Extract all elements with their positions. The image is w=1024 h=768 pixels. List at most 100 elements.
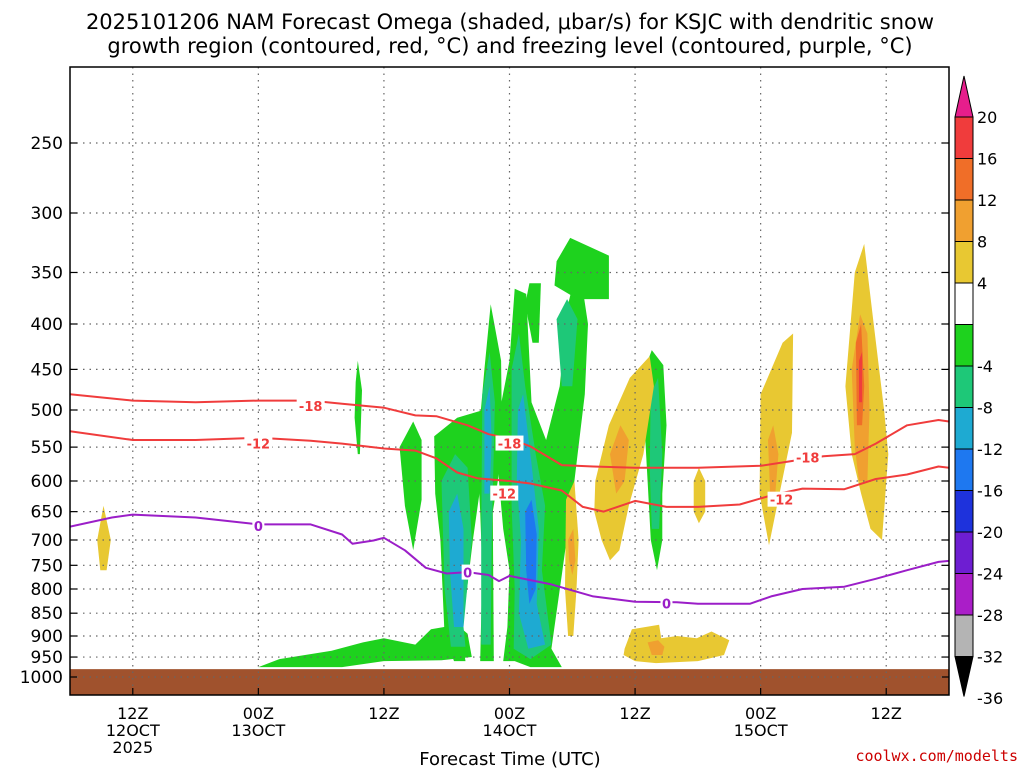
chart-title-line1: 2025101206 NAM Forecast Omega (shaded, μ…: [86, 10, 934, 34]
y-tick-label-650: 650: [31, 503, 63, 523]
y-tick-label-700: 700: [31, 531, 63, 551]
y-tick-label-600: 600: [31, 472, 63, 492]
colorbar-label-10: -24: [977, 565, 1003, 584]
y-tick-label-500: 500: [31, 401, 63, 421]
colorbar-top-arrow: [954, 75, 974, 118]
colorbar-label-12: -32: [977, 648, 1003, 667]
omega-region-17: [525, 499, 537, 604]
contour-label-bg-8: [660, 595, 673, 611]
contour-label-bg-5: [767, 491, 796, 507]
colorbar-label-9: -20: [977, 523, 1003, 542]
y-axis: 250 300 350 400 450 500 550 600 650 700 750 800 850 9…: [20, 134, 949, 688]
colorbar-bin-8: [954, 448, 974, 491]
x-tick-label-36-0: 12Z: [368, 704, 399, 723]
x-tick-label-12-1: 12OCT: [106, 721, 160, 740]
x-tick-label-60-0: 12Z: [619, 704, 650, 723]
omega-region-22: [759, 333, 794, 546]
contour-label-4: -18: [796, 452, 820, 467]
x-tick-label-24-1: 13OCT: [231, 721, 285, 740]
contour-label-bg-4: [793, 449, 822, 465]
omega-region-1: [354, 360, 362, 455]
y-tick-label-950: 950: [31, 648, 63, 668]
colorbar-bin-2: [954, 199, 974, 242]
omega-region-29: [647, 640, 665, 655]
y-tick-label-250: 250: [31, 134, 63, 154]
credit-text: coolwx.com/modelts: [855, 747, 1018, 765]
colorbar-label-2: 12: [977, 191, 997, 210]
y-tick-label-450: 450: [31, 360, 63, 380]
colorbar-bin-11: [954, 573, 974, 616]
x-tick-label-72-1: 15OCT: [734, 721, 788, 740]
y-tick-label-800: 800: [31, 580, 63, 600]
colorbar-label-7: -12: [977, 440, 1003, 459]
omega-region-5: [525, 283, 541, 343]
y-tick-label-300: 300: [31, 204, 63, 224]
x-tick-label-72-0: 00Z: [745, 704, 776, 723]
contour-line-1: [70, 430, 949, 513]
contour-label-bg-2: [495, 435, 524, 451]
y-tick-label-400: 400: [31, 315, 63, 335]
colorbar-label-13: -36: [977, 689, 1003, 708]
contour-label-0: -18: [299, 400, 323, 415]
contour-label-bg-7: [461, 564, 474, 580]
colorbar-label-4: 4: [977, 274, 987, 293]
colorbar-bin-4: [954, 282, 974, 325]
colorbar-label-1: 16: [977, 150, 997, 169]
omega-region-25: [610, 425, 629, 494]
contour-label-layer: -18 -12 -18 -12 -18 -12 0 0 0: [244, 398, 822, 613]
contour-label-1: -12: [247, 438, 271, 453]
omega-region-13: [556, 299, 578, 387]
omega-region-27: [768, 425, 779, 494]
omega-region-18: [97, 505, 111, 571]
colorbar-bottom-arrow: [954, 656, 974, 697]
colorbar-bin-3: [954, 241, 974, 284]
colorbar: 20 16 12 8 4 -4 -8 -12 -16 -20 -24 -28 -32 -36: [954, 75, 1003, 708]
omega-region-6: [554, 237, 609, 300]
y-tick-label-350: 350: [31, 263, 63, 283]
contour-label-3: -12: [493, 488, 517, 503]
x-axis-title: Forecast Time (UTC): [419, 749, 600, 768]
y-tick-label-550: 550: [31, 438, 63, 458]
contour-label-2: -18: [498, 438, 522, 453]
colorbar-bin-7: [954, 407, 974, 450]
omega-region-12: [649, 377, 663, 529]
colorbar-label-8: -16: [977, 482, 1003, 501]
colorbar-label-11: -28: [977, 606, 1003, 625]
colorbar-bin-9: [954, 490, 974, 533]
contour-label-6: 0: [254, 520, 263, 535]
colorbar-label-0: 20: [977, 108, 997, 127]
contour-label-bg-0: [296, 398, 325, 414]
x-tick-label-84-0: 12Z: [871, 704, 902, 723]
colorbar-label-5: -4: [977, 357, 993, 376]
contour-line-2: [70, 513, 949, 605]
omega-shading-layer: [97, 237, 889, 668]
omega-region-26: [568, 528, 576, 575]
colorbar-bin-10: [954, 531, 974, 574]
colorbar-label-6: -8: [977, 399, 993, 418]
colorbar-bin-6: [954, 365, 974, 408]
contour-label-bg-6: [252, 518, 265, 534]
colorbar-label-3: 8: [977, 233, 987, 252]
contour-label-7: 0: [463, 567, 472, 582]
omega-region-31: [859, 351, 863, 403]
omega-region-24: [623, 624, 730, 664]
omega-region-8: [258, 624, 472, 668]
x-tick-label-24-0: 00Z: [243, 704, 274, 723]
colorbar-bin-0: [954, 116, 974, 159]
y-tick-label-850: 850: [31, 604, 63, 624]
contour-label-8: 0: [662, 598, 671, 613]
contour-label-bg-1: [244, 435, 273, 451]
x-tick-label-12-2: 2025: [112, 738, 153, 757]
colorbar-bin-12: [954, 614, 974, 657]
contour-label-5: -12: [770, 494, 794, 509]
colorbar-bin-5: [954, 324, 974, 367]
omega-region-0: [399, 421, 422, 551]
x-tick-label-12-0: 12Z: [117, 704, 148, 723]
omega-region-14: [448, 493, 464, 627]
grid-layer: [70, 67, 949, 695]
x-tick-label-48-1: 14OCT: [483, 721, 537, 740]
contour-label-bg-3: [490, 485, 519, 501]
omega-region-15: [484, 386, 492, 494]
